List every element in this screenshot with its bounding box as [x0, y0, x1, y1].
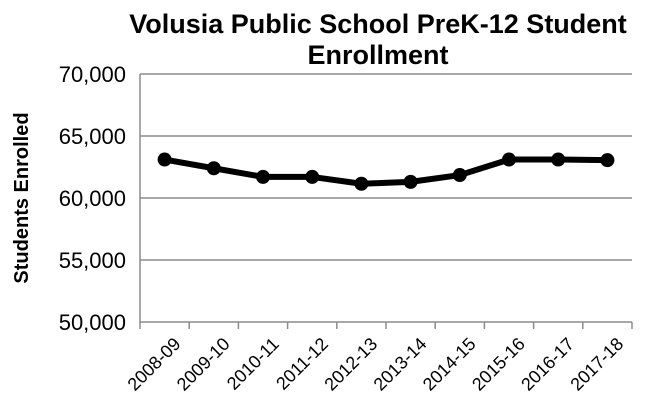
data-point: [600, 153, 615, 168]
y-tick-label: 60,000: [59, 186, 126, 211]
series-enrollment: [157, 152, 615, 191]
data-point: [502, 152, 516, 167]
data-point: [305, 169, 320, 184]
x-tick-label: 2009-10: [173, 334, 234, 395]
y-tick-labels: 50,000 55,000 60,000 65,000 70,000: [59, 62, 126, 335]
data-point: [157, 152, 172, 167]
data-point: [354, 176, 369, 191]
data-point: [403, 174, 418, 189]
x-tick-label: 2010-11: [223, 334, 283, 394]
x-tick-labels: 2008-092009-102010-112011-122012-132013-…: [124, 334, 628, 395]
grid-lines: [140, 73, 632, 261]
x-tick-label: 2012-13: [320, 334, 381, 395]
x-tick-label: 2015-16: [468, 334, 529, 395]
data-point: [206, 161, 221, 176]
x-tick-label: 2011-12: [272, 334, 332, 394]
series-line: [164, 156, 608, 187]
y-axis-title: Students Enrolled: [11, 112, 33, 283]
data-point: [256, 169, 270, 184]
x-tick-label: 2008-09: [124, 334, 185, 395]
y-tick-label: 65,000: [59, 124, 126, 149]
axes: [139, 74, 633, 329]
chart-title: Volusia Public School PreK-12 Student En…: [129, 9, 627, 70]
data-point: [452, 168, 467, 183]
x-tick-label: 2017-18: [566, 334, 627, 395]
chart-title-line-1: Volusia Public School PreK-12 Student: [129, 9, 627, 39]
y-tick-label: 70,000: [59, 62, 126, 87]
x-tick-label: 2014-15: [419, 334, 480, 395]
y-tick-label: 55,000: [59, 248, 126, 273]
data-point: [551, 152, 566, 167]
chart-title-line-2: Enrollment: [307, 40, 448, 70]
x-tick-label: 2016-17: [517, 334, 578, 395]
y-tick-label: 50,000: [59, 310, 126, 335]
x-tick-label: 2013-14: [370, 334, 431, 395]
